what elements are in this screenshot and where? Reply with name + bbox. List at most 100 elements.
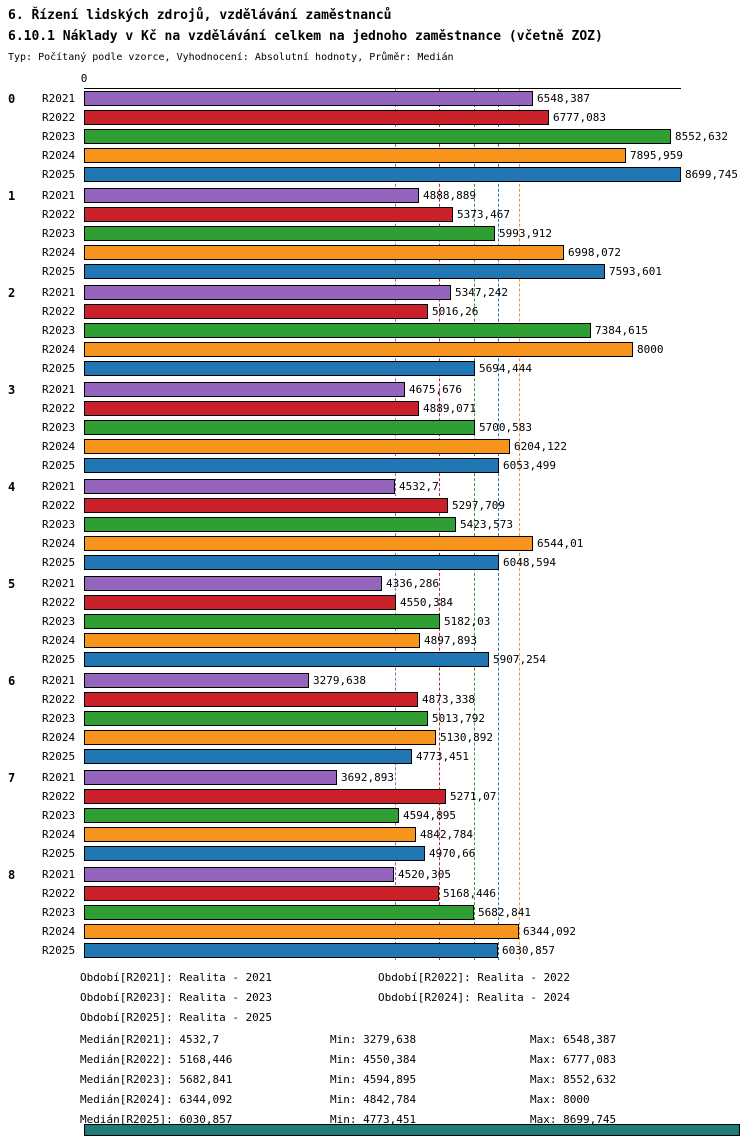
bar-r2024-group-6[interactable] (84, 730, 436, 745)
bar-value-label: 4970,66 (429, 847, 476, 860)
bar-r2025-group-2[interactable] (84, 361, 475, 376)
bar-r2023-group-1[interactable] (84, 226, 495, 241)
bar-r2023-group-4[interactable] (84, 517, 456, 532)
bar-r2024-group-3[interactable] (84, 439, 510, 454)
bar-r2021-group-6[interactable] (84, 673, 309, 688)
bar-row: R2023 5993,912 (0, 224, 750, 243)
series-label: R2022 (42, 305, 76, 318)
bar-row: R2022 4873,338 (0, 690, 750, 709)
bar-r2021-group-1[interactable] (84, 188, 419, 203)
bar-row: 0 R2021 6548,387 (0, 89, 750, 108)
bar-value-label: 4773,451 (416, 750, 469, 763)
bar-r2023-group-7[interactable] (84, 808, 399, 823)
legend-item: Období[R2024]: Realita - 2024 (378, 991, 571, 1004)
bar-area: 6548,387 (84, 90, 750, 107)
bar-r2021-group-5[interactable] (84, 576, 382, 591)
series-label: R2023 (42, 227, 76, 240)
bar-area: 5347,242 (84, 284, 750, 301)
bar-r2024-group-8[interactable] (84, 924, 519, 939)
stat-max: Max: 8000 (530, 1093, 590, 1106)
bar-r2023-group-2[interactable] (84, 323, 591, 338)
bottom-partial-bar (84, 1124, 740, 1136)
bar-row: R2023 5182,03 (0, 612, 750, 631)
series-label: R2025 (42, 362, 76, 375)
series-label: R2025 (42, 847, 76, 860)
bar-area: 6053,499 (84, 457, 750, 474)
bar-row: 3 R2021 4675,676 (0, 380, 750, 399)
legend-item: Období[R2025]: Realita - 2025 (80, 1011, 273, 1024)
series-label: R2022 (42, 596, 76, 609)
bar-r2024-group-1[interactable] (84, 245, 564, 260)
bar-r2025-group-5[interactable] (84, 652, 489, 667)
bar-value-label: 5907,254 (493, 653, 546, 666)
group-label: 7 (8, 770, 16, 785)
bar-r2022-group-1[interactable] (84, 207, 453, 222)
group-label: 1 (8, 188, 16, 203)
series-label: R2025 (42, 556, 76, 569)
bar-area: 8000 (84, 341, 750, 358)
bar-r2021-group-8[interactable] (84, 867, 394, 882)
bar-r2022-group-3[interactable] (84, 401, 419, 416)
bar-r2025-group-0[interactable] (84, 167, 681, 182)
median-line-r2025 (498, 89, 499, 960)
bar-value-label: 5168,446 (443, 887, 496, 900)
bar-r2023-group-6[interactable] (84, 711, 428, 726)
bar-r2024-group-2[interactable] (84, 342, 633, 357)
group-label: 2 (8, 285, 16, 300)
bar-row: R2022 5373,467 (0, 205, 750, 224)
bar-r2021-group-4[interactable] (84, 479, 395, 494)
bar-row: R2022 5168,446 (0, 884, 750, 903)
bar-r2023-group-3[interactable] (84, 420, 475, 435)
bar-r2025-group-7[interactable] (84, 846, 425, 861)
bar-r2022-group-0[interactable] (84, 110, 549, 125)
bar-area: 5700,583 (84, 419, 750, 436)
bar-r2025-group-3[interactable] (84, 458, 499, 473)
bar-r2023-group-8[interactable] (84, 905, 474, 920)
bar-r2021-group-3[interactable] (84, 382, 405, 397)
bar-r2022-group-2[interactable] (84, 304, 428, 319)
bar-value-label: 5423,573 (460, 518, 513, 531)
bar-row: R2024 4897,893 (0, 631, 750, 650)
bar-area: 4336,286 (84, 575, 750, 592)
bar-value-label: 4842,784 (420, 828, 473, 841)
bar-r2025-group-4[interactable] (84, 555, 499, 570)
bar-value-label: 4888,889 (423, 189, 476, 202)
bar-area: 6344,092 (84, 923, 750, 940)
series-label: R2023 (42, 712, 76, 725)
bar-r2024-group-7[interactable] (84, 827, 416, 842)
bar-value-label: 3279,638 (313, 674, 366, 687)
series-label: R2024 (42, 731, 76, 744)
bar-r2022-group-8[interactable] (84, 886, 439, 901)
bar-row: R2022 4889,071 (0, 399, 750, 418)
bar-value-label: 4532,7 (399, 480, 439, 493)
bar-value-label: 5347,242 (455, 286, 508, 299)
bar-r2025-group-6[interactable] (84, 749, 412, 764)
bar-r2022-group-4[interactable] (84, 498, 448, 513)
bar-r2021-group-7[interactable] (84, 770, 337, 785)
bar-r2024-group-4[interactable] (84, 536, 533, 551)
series-label: R2022 (42, 499, 76, 512)
bar-row: R2025 8699,745 (0, 165, 750, 184)
bar-area: 4675,676 (84, 381, 750, 398)
bar-r2025-group-8[interactable] (84, 943, 498, 958)
bar-r2022-group-6[interactable] (84, 692, 418, 707)
bar-value-label: 6053,499 (503, 459, 556, 472)
bar-r2022-group-5[interactable] (84, 595, 396, 610)
bar-r2023-group-5[interactable] (84, 614, 440, 629)
bar-r2024-group-0[interactable] (84, 148, 626, 163)
bar-value-label: 6548,387 (537, 92, 590, 105)
bar-value-label: 6030,857 (502, 944, 555, 957)
bar-value-label: 4873,338 (422, 693, 475, 706)
group-label: 0 (8, 91, 16, 106)
series-label: R2021 (42, 480, 76, 493)
bar-r2021-group-0[interactable] (84, 91, 533, 106)
bar-value-label: 4889,071 (423, 402, 476, 415)
bar-r2023-group-0[interactable] (84, 129, 671, 144)
bar-r2025-group-1[interactable] (84, 264, 605, 279)
bar-r2022-group-7[interactable] (84, 789, 446, 804)
series-label: R2023 (42, 615, 76, 628)
bar-area: 3279,638 (84, 672, 750, 689)
bar-area: 6998,072 (84, 244, 750, 261)
bar-r2021-group-2[interactable] (84, 285, 451, 300)
bar-r2024-group-5[interactable] (84, 633, 420, 648)
